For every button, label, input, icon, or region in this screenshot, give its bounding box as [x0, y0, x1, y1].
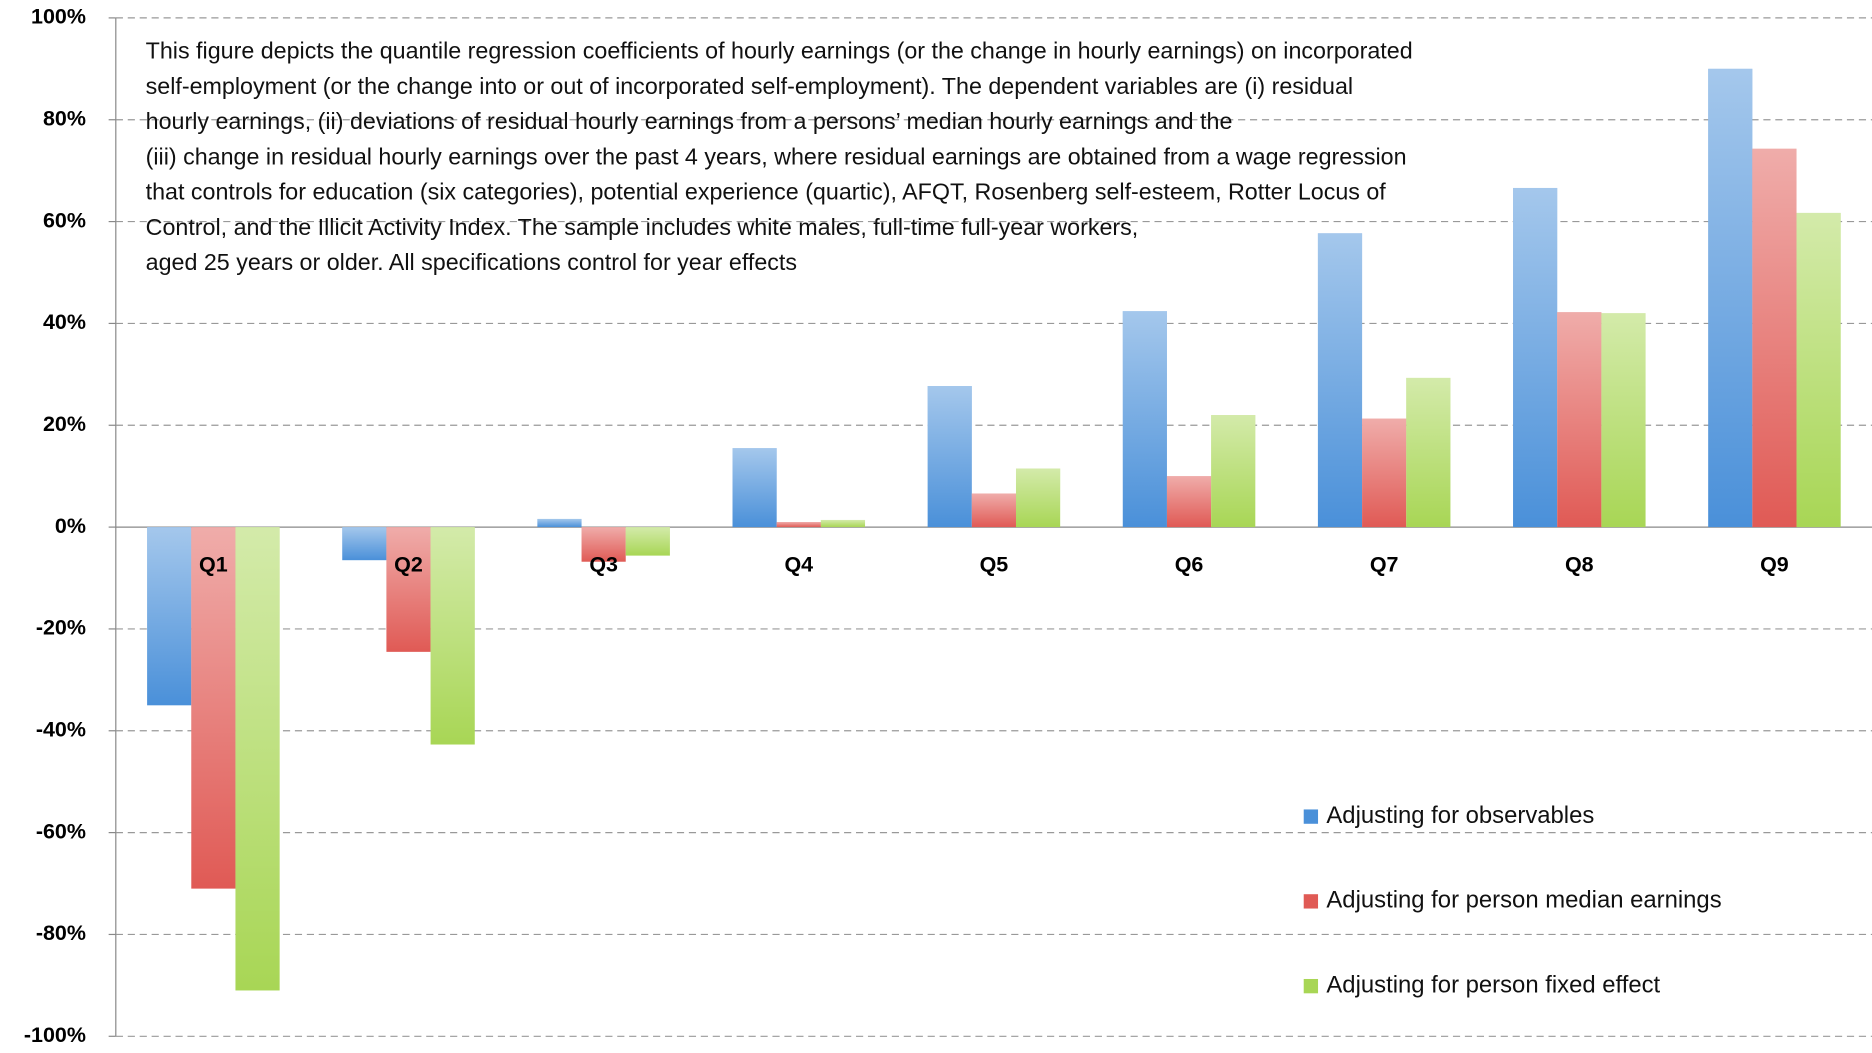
x-tick-label: Q2 [394, 553, 423, 577]
annotation-line: aged 25 years or older. All specificatio… [146, 249, 797, 275]
bar-shine [1796, 212, 1841, 528]
annotation-line: that controls for education (six categor… [146, 179, 1387, 205]
bar-group [147, 527, 192, 706]
legend-swatch [1303, 978, 1319, 994]
bar-group [386, 527, 431, 652]
bar-group [191, 527, 236, 889]
bar-shine [625, 527, 670, 556]
x-tick-label: Q9 [1760, 553, 1789, 577]
y-tick-label: 20% [43, 412, 86, 436]
bar-group [971, 493, 1016, 528]
bar-shine [1513, 187, 1558, 528]
bar-shine [147, 527, 192, 706]
bar-group [820, 519, 866, 528]
bar-shine [1015, 468, 1061, 528]
bar-shine [1317, 233, 1363, 528]
bar-group [537, 518, 582, 528]
annotation-line: This figure depicts the quantile regress… [146, 38, 1413, 64]
x-tick-label: Q5 [980, 553, 1009, 577]
bars [147, 68, 1841, 991]
bar-group [1557, 312, 1602, 528]
bar-shine [1406, 377, 1451, 528]
bar-shine [430, 527, 475, 745]
bar-shine [342, 527, 387, 561]
legend-swatch [1303, 809, 1319, 824]
bar-shine [581, 527, 626, 562]
bar-group [581, 527, 626, 562]
bar-group [1317, 233, 1363, 528]
bar-shine [191, 527, 236, 889]
bar-shine [927, 386, 972, 528]
labels: -100% -80% -60% -40% -20% 0% 20% 40% 60% 80% 100% Q… [24, 5, 1789, 1047]
bar-group [1796, 212, 1841, 528]
bar-shine [1122, 311, 1167, 528]
bar-shine [1557, 312, 1602, 528]
y-tick-label: 40% [43, 310, 86, 334]
bar-group [1166, 476, 1212, 528]
y-tick-label: 60% [43, 208, 86, 232]
bar-shine [1362, 418, 1407, 528]
annotation-line: hourly earnings, (ii) deviations of resi… [146, 108, 1233, 134]
bar-shine [820, 519, 866, 528]
bar-group [1406, 377, 1451, 528]
bar-group [1513, 187, 1558, 528]
bar-shine [1166, 476, 1212, 528]
bar-shine [386, 527, 431, 652]
x-tick-label: Q8 [1565, 553, 1594, 577]
bar-group [1708, 68, 1753, 528]
bar-group [430, 527, 475, 745]
y-tick-label: -60% [36, 819, 86, 843]
bar-shine [732, 448, 777, 528]
bar-shine [1752, 148, 1797, 528]
y-tick-label: 0% [55, 514, 86, 538]
bar-shine [537, 518, 582, 528]
bar-group [625, 527, 670, 556]
bar-group [1601, 313, 1646, 528]
x-tick-label: Q1 [199, 553, 228, 577]
bar-group [1211, 415, 1256, 528]
y-tick-label: -20% [36, 616, 86, 640]
bar-group [927, 386, 972, 528]
bar-shine [1211, 415, 1256, 528]
bar-group [235, 527, 280, 991]
legend-swatch [1303, 894, 1319, 909]
bar-group [732, 448, 777, 528]
bar-shine [776, 522, 821, 528]
x-tick-label: Q3 [589, 553, 618, 577]
bar-shine [1708, 68, 1753, 528]
bar-group [776, 522, 821, 528]
annotation-line: (iii) change in residual hourly earnings… [146, 143, 1407, 169]
bar-group [1015, 468, 1061, 528]
bar-shine [235, 527, 280, 991]
x-tick-label: Q4 [784, 553, 813, 577]
bar-group [1122, 311, 1167, 528]
y-tick-label: -40% [36, 717, 86, 741]
annotation-line: self-employment (or the change into or o… [146, 73, 1353, 99]
bar-group [1362, 418, 1407, 528]
y-tick-label: -80% [36, 921, 86, 945]
legend-label: Adjusting for observables [1326, 802, 1594, 829]
bar-shine [971, 493, 1016, 528]
bar-shine [1601, 313, 1646, 528]
legend-label: Adjusting for person median earnings [1326, 887, 1721, 914]
bar-group [1752, 148, 1797, 528]
x-tick-label: Q7 [1370, 553, 1399, 577]
y-tick-label: 80% [43, 106, 86, 130]
x-tick-label: Q6 [1175, 553, 1204, 577]
y-tick-label: -100% [24, 1023, 86, 1047]
legend-label: Adjusting for person fixed effect [1326, 971, 1660, 998]
y-tick-label: 100% [31, 5, 86, 29]
annotation-line: Control, and the Illicit Activity Index.… [146, 214, 1139, 240]
bar-group [342, 527, 387, 561]
